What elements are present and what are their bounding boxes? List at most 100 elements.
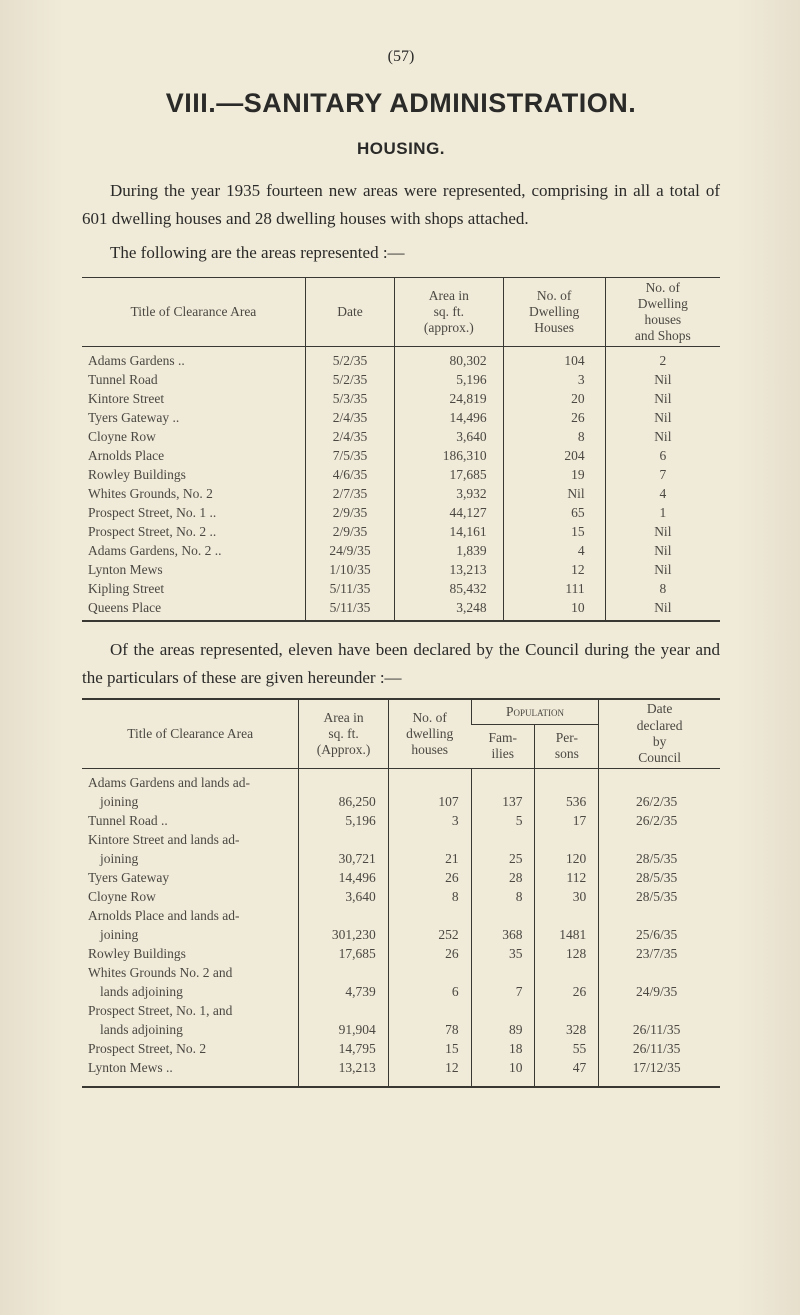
t1-header-title: Title of Clearance Area [82, 278, 305, 347]
intro-paragraph-1: During the year 1935 fourteen new areas … [82, 177, 720, 233]
table-row: Whites Grounds No. 2 and [82, 963, 720, 982]
table-cell-empty [471, 830, 535, 849]
table-row: Prospect Street, No. 214,79515185526/11/… [82, 1039, 720, 1058]
table-cell: 120 [535, 849, 599, 868]
table-cell: 28/5/35 [599, 868, 720, 887]
table-cell: Kipling Street [82, 579, 305, 598]
clearance-areas-table: Title of Clearance Area Date Area in sq.… [82, 277, 720, 622]
table-cell: Nil [503, 484, 605, 503]
table-row: Lynton Mews1/10/3513,21312Nil [82, 560, 720, 579]
page-number: (57) [82, 48, 720, 66]
table-cell: Whites Grounds, No. 2 [82, 484, 305, 503]
table-cell: Prospect Street, No. 1 .. [82, 503, 305, 522]
table-row: Adams Gardens ..5/2/3580,3021042 [82, 346, 720, 370]
table-cell: Adams Gardens .. [82, 346, 305, 370]
table-cell-empty [471, 1001, 535, 1020]
table-cell-empty [471, 768, 535, 792]
table-cell: Cloyne Row [82, 427, 305, 446]
table-cell: Nil [605, 389, 720, 408]
table-cell: 3,640 [299, 887, 388, 906]
table-cell: 3 [503, 370, 605, 389]
table-cell: 25 [471, 849, 535, 868]
table-cell: lands adjoining [82, 982, 299, 1001]
table-cell: 25/6/35 [599, 925, 720, 944]
table-cell: Nil [605, 370, 720, 389]
table-cell-empty [599, 1001, 720, 1020]
intro-paragraph-2: The following are the areas represented … [82, 239, 720, 267]
table-row: Arnolds Place and lands ad- [82, 906, 720, 925]
table-cell: 14,496 [395, 408, 503, 427]
table-cell: 24/9/35 [305, 541, 394, 560]
table-cell: 2 [605, 346, 720, 370]
table-cell: 8 [388, 887, 471, 906]
table-cell: Lynton Mews [82, 560, 305, 579]
table-cell: Nil [605, 408, 720, 427]
table-cell-empty [388, 906, 471, 925]
table-cell-empty [599, 906, 720, 925]
sub-heading: HOUSING. [82, 139, 720, 159]
table-cell: 5/11/35 [305, 579, 394, 598]
table-cell: 8 [503, 427, 605, 446]
table-cell: Adams Gardens, No. 2 .. [82, 541, 305, 560]
table-cell: 1/10/35 [305, 560, 394, 579]
table-cell: 1 [605, 503, 720, 522]
table-row: Tyers Gateway14,496262811228/5/35 [82, 868, 720, 887]
table-cell: 1481 [535, 925, 599, 944]
table-row: Queens Place5/11/353,24810Nil [82, 598, 720, 621]
table-cell: Tunnel Road .. [82, 811, 299, 830]
table-cell: 7/5/35 [305, 446, 394, 465]
table-cell: 4 [605, 484, 720, 503]
table-cell: 24/9/35 [599, 982, 720, 1001]
table-cell: 3,640 [395, 427, 503, 446]
table-row: Prospect Street, No. 1, and [82, 1001, 720, 1020]
t2-header-population: Population [471, 699, 599, 724]
t2-header-families: Fam- ilies [471, 724, 535, 768]
table-cell: Prospect Street, No. 2 .. [82, 522, 305, 541]
table-cell: 26/11/35 [599, 1039, 720, 1058]
table-cell: 4 [503, 541, 605, 560]
t2-header-population-text: Population [506, 704, 564, 719]
table-cell: 89 [471, 1020, 535, 1039]
table-cell: 35 [471, 944, 535, 963]
table-row: joining301,230252368148125/6/35 [82, 925, 720, 944]
table-cell: 5,196 [299, 811, 388, 830]
table-row: Lynton Mews ..13,21312104717/12/35 [82, 1058, 720, 1087]
t1-body: Adams Gardens ..5/2/3580,3021042Tunnel R… [82, 346, 720, 621]
table-cell: 204 [503, 446, 605, 465]
table-cell: 55 [535, 1039, 599, 1058]
table-cell: 5/3/35 [305, 389, 394, 408]
table-cell-empty [299, 830, 388, 849]
table-cell: 14,795 [299, 1039, 388, 1058]
table-cell: 5 [471, 811, 535, 830]
table-cell: Lynton Mews .. [82, 1058, 299, 1087]
table-cell: 17,685 [299, 944, 388, 963]
table-cell: Rowley Buildings [82, 944, 299, 963]
table-row: Cloyne Row3,640883028/5/35 [82, 887, 720, 906]
t1-header-area: Area in sq. ft. (approx.) [395, 278, 503, 347]
table-cell-empty [535, 1001, 599, 1020]
table-cell: 2/4/35 [305, 427, 394, 446]
table-cell: 5/2/35 [305, 370, 394, 389]
table-cell: 26 [388, 868, 471, 887]
table-cell: 26 [388, 944, 471, 963]
table-cell: 4/6/35 [305, 465, 394, 484]
table-cell: Cloyne Row [82, 887, 299, 906]
table-cell: 86,250 [299, 792, 388, 811]
table-row: Tunnel Road ..5,196351726/2/35 [82, 811, 720, 830]
table-cell: 368 [471, 925, 535, 944]
table-row: Whites Grounds, No. 22/7/353,932Nil4 [82, 484, 720, 503]
table-row: Rowley Buildings17,685263512823/7/35 [82, 944, 720, 963]
table-cell: 26/11/35 [599, 1020, 720, 1039]
table-cell-label: Prospect Street, No. 1, and [82, 1001, 299, 1020]
table-cell-empty [535, 830, 599, 849]
table-cell: Nil [605, 427, 720, 446]
table-cell: 128 [535, 944, 599, 963]
table-cell-label: Arnolds Place and lands ad- [82, 906, 299, 925]
table-cell: 3 [388, 811, 471, 830]
table-cell: 17 [535, 811, 599, 830]
table-cell: 104 [503, 346, 605, 370]
table-cell: 13,213 [299, 1058, 388, 1087]
table-cell: 8 [605, 579, 720, 598]
table-cell: 91,904 [299, 1020, 388, 1039]
table-cell: 30,721 [299, 849, 388, 868]
